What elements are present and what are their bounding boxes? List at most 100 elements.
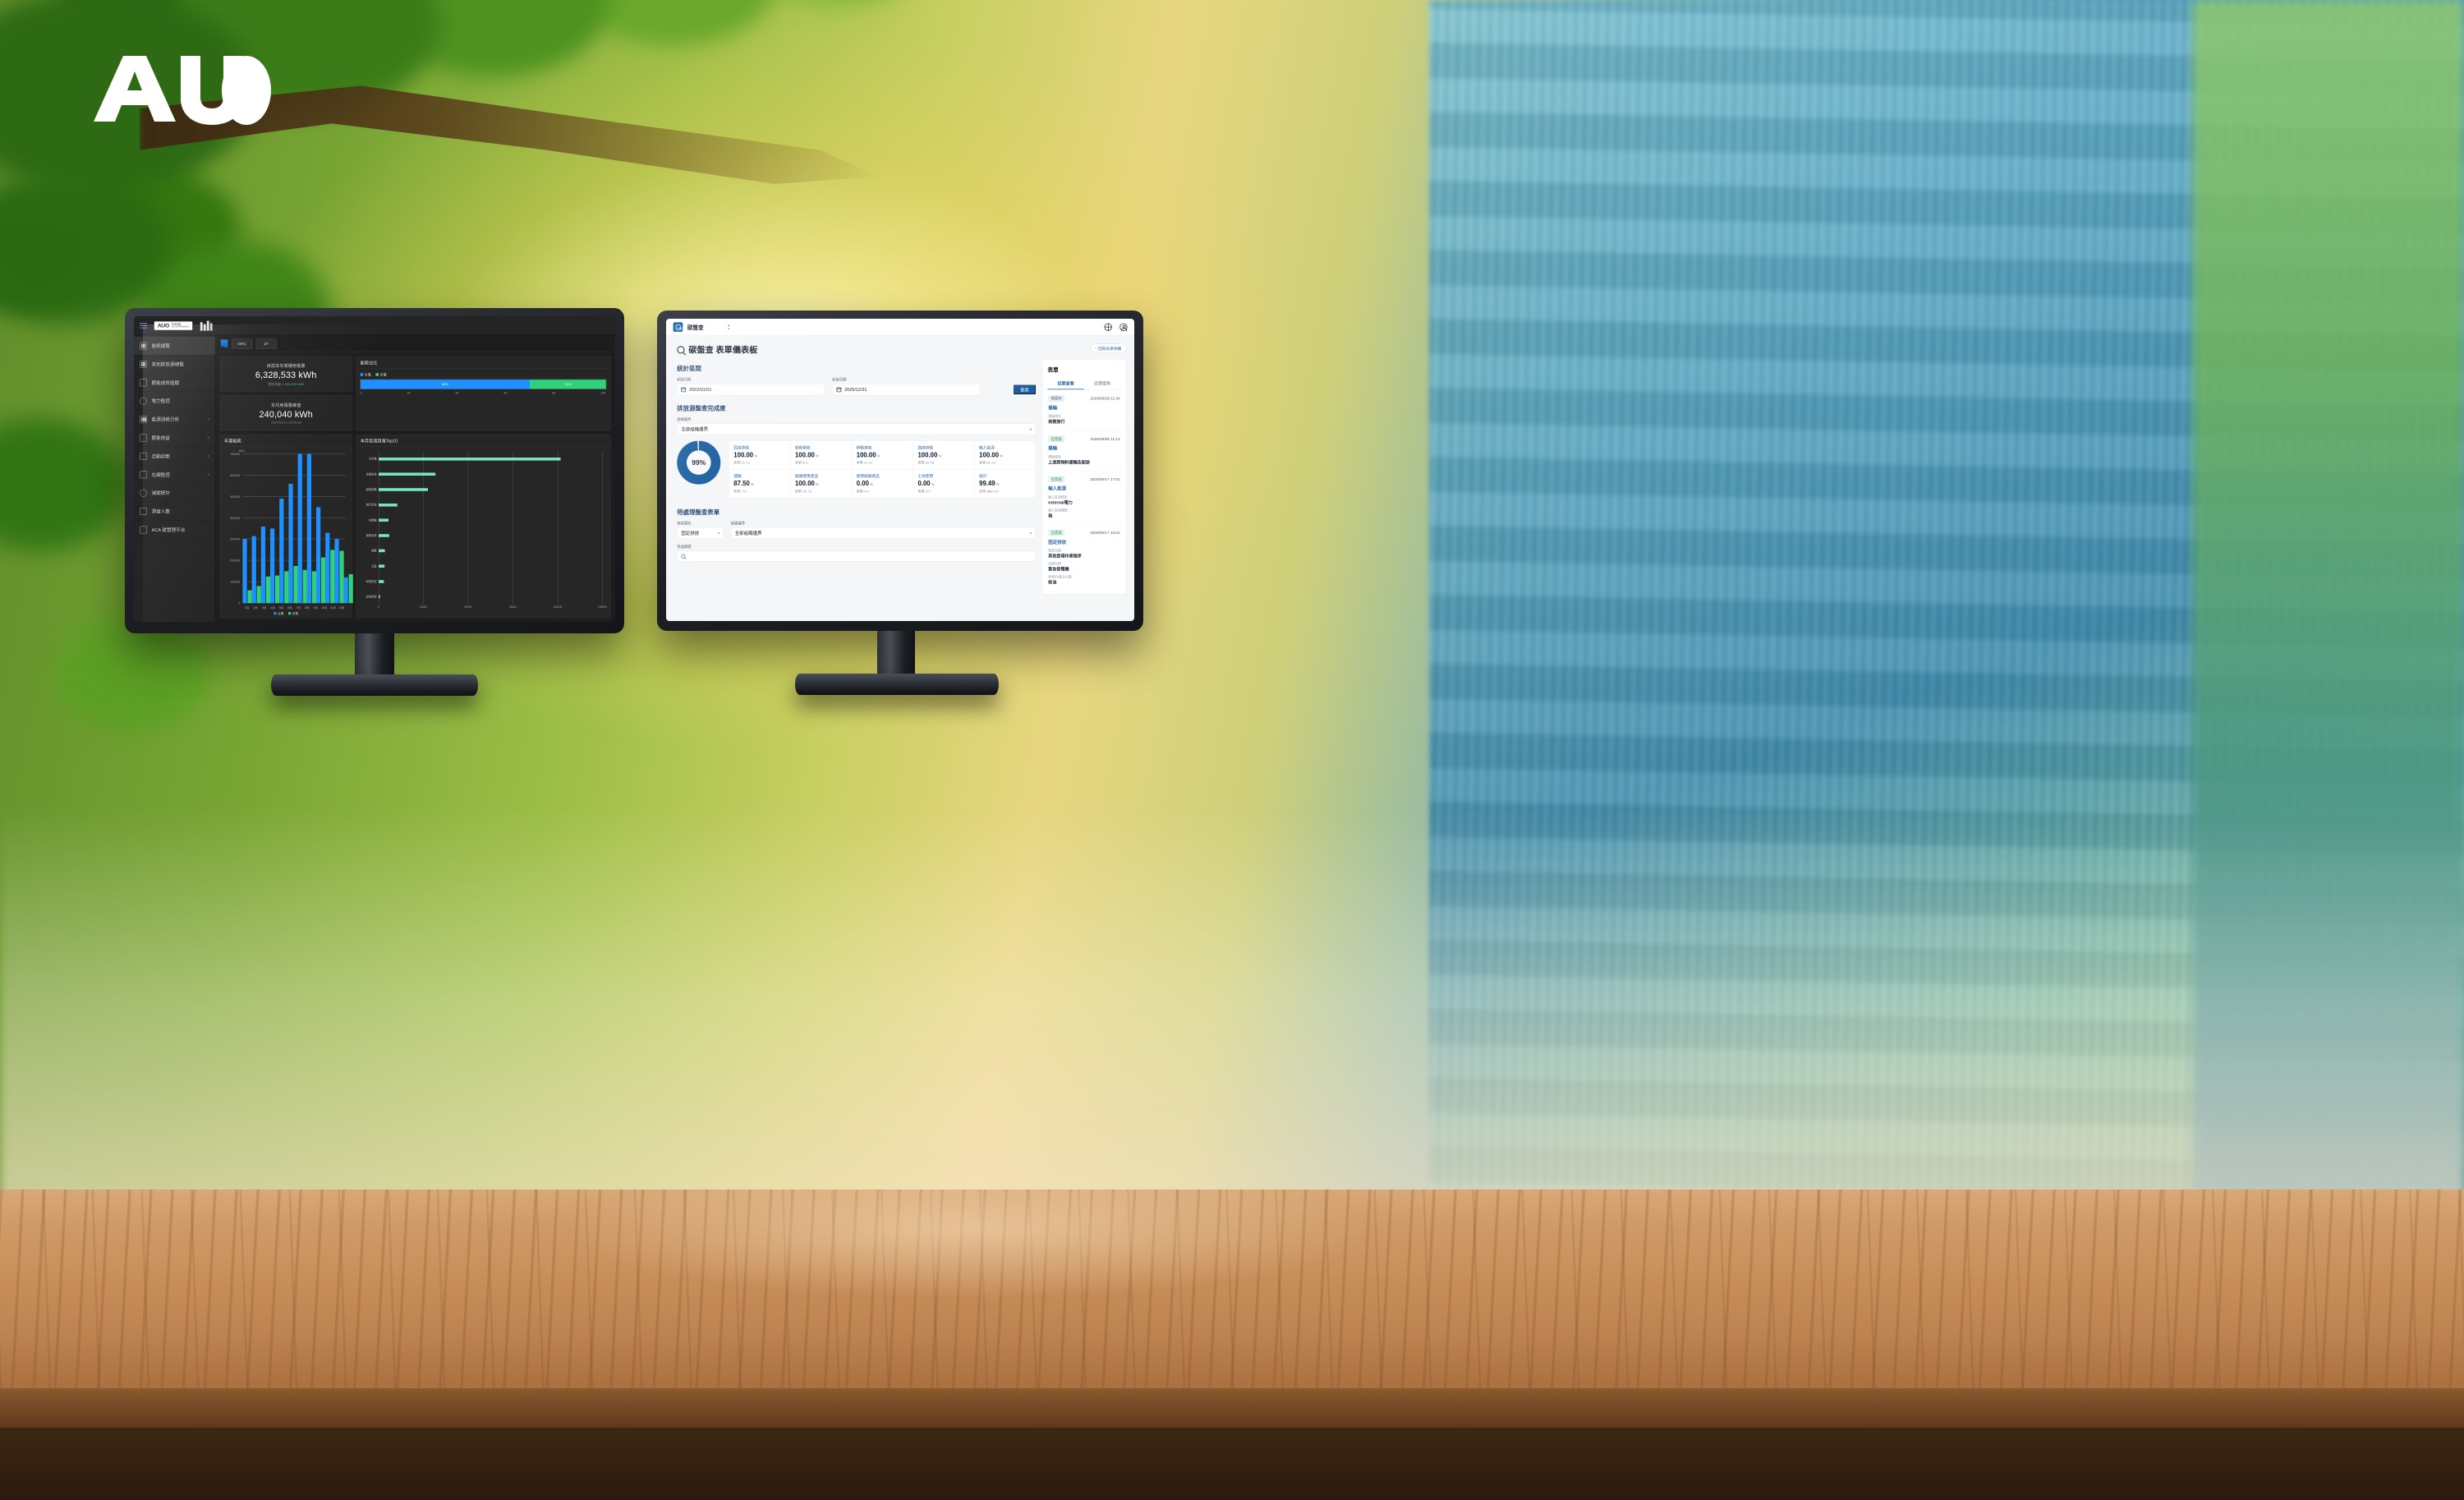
tab-grc[interactable]: GRC xyxy=(232,338,252,349)
bar xyxy=(321,557,326,604)
metric-unit: % xyxy=(816,453,819,458)
forms-side-panel: ‹ 回到表單側欄 表單 近期查看 近期更新 填寫中 2025/06/18 11:3… xyxy=(1041,343,1127,621)
boundary-value: 全部組織邊界 xyxy=(681,426,709,432)
tab-recent-updated[interactable]: 近期更新 xyxy=(1094,380,1111,386)
form-list-item[interactable]: 已完成 2025/06/17 16:02 固定排放 製程名稱 其他登場作業程序 設備名稱緊… xyxy=(1047,526,1121,592)
left-app-header: AUO 友達光電 AU OPTRONICS xyxy=(134,316,615,336)
tab-1f[interactable]: 1F xyxy=(255,338,277,349)
left-screen-content: AUO 友達光電 AU OPTRONICS xyxy=(134,316,615,622)
end-date-input[interactable]: 2025/12/31 xyxy=(832,384,981,396)
legend-item-taipower: 台電 xyxy=(274,611,283,615)
metric-percent: 0.00% xyxy=(917,480,935,488)
sidebar-item-online-monitor[interactable]: 在線監控 › xyxy=(134,466,215,484)
x-tick: 1月 xyxy=(244,605,250,610)
form-field-key: 運輸類型 xyxy=(1048,415,1061,419)
form-field: 運輸類型 上游原物料運輸及配送 xyxy=(1048,454,1119,465)
x-tick: 11月 xyxy=(329,605,336,610)
form-item-header: 填寫中 2025/06/18 11:34 xyxy=(1048,395,1120,403)
bar-group xyxy=(242,454,252,604)
left-sidebar: 能耗總覽 其他排放源總覽 節能成效追蹤 電力監控 xyxy=(134,335,216,622)
sidebar-item-other-emission-overview[interactable]: 其他排放源總覽 xyxy=(134,355,215,374)
sidebar-item-auto-diagnosis[interactable]: 自動診斷 › xyxy=(134,447,215,466)
checklist-icon xyxy=(140,379,147,386)
bar xyxy=(302,569,307,604)
x-tick: 6月 xyxy=(287,605,292,610)
sidebar-item-aca-platform[interactable]: ACA 碳管理平台 xyxy=(134,521,215,540)
form-field-key: 運輸類型 xyxy=(1048,455,1061,459)
form-list-item[interactable]: 已完成 2025/06/17 17:01 輸入能源 輸入能源類型 external電力輸… xyxy=(1047,472,1121,526)
form-field: 輸入能源類型 external電力 xyxy=(1048,495,1119,505)
chart-legend: 台電 自電 xyxy=(360,372,607,377)
y-tick: 100000 xyxy=(230,580,241,584)
gauge-icon xyxy=(140,397,147,405)
boundary-select[interactable]: 全部組織邊界 ▾ xyxy=(677,423,1037,435)
tab-recent-viewed[interactable]: 近期查看 xyxy=(1047,377,1084,390)
sidebar-item-power-monitor[interactable]: 電力監控 xyxy=(134,392,215,411)
kpi-card-monthly-peak: 本月用電量峰值 240,040 kWh 2024/12/12 15:05:18 xyxy=(219,395,352,431)
grid-icon xyxy=(140,342,147,350)
sidebar-item-energy-analysis[interactable]: 能源消耗分析 › xyxy=(134,410,215,429)
y-tick: 0 xyxy=(238,601,241,605)
sidebar-item-saving-tracking[interactable]: 節能成效追蹤 xyxy=(134,374,215,392)
sidebar-item-carbon-reduction-stats[interactable]: 減碳統計 xyxy=(134,484,215,503)
bar xyxy=(325,532,330,604)
metric-card: 土地使用 0.00% 表單:0/ 0 xyxy=(913,469,975,499)
back-to-form-sidebar-button[interactable]: ‹ 回到表單側欄 xyxy=(1090,343,1127,353)
diagnose-icon xyxy=(140,452,147,460)
right-monitor-panel: 碳盤查 ▲ ▼ 碳盤查 表單儀表板 統計區間 xyxy=(666,319,1134,621)
pending-boundary-select[interactable]: 全部組織邊界 ▾ xyxy=(730,527,1037,539)
carbon-inventory-app: 碳盤查 ▲ ▼ 碳盤查 表單儀表板 統計區間 xyxy=(666,319,1134,621)
bar xyxy=(284,571,289,604)
legend-item-taipower: 台電 xyxy=(360,372,371,377)
bar xyxy=(379,472,436,476)
start-date-field: 起始日期 2022/01/01 xyxy=(677,377,825,396)
metric-name: 固定排放 xyxy=(733,445,750,450)
bar-group xyxy=(297,453,307,604)
horizontal-bar-chart: 冰水機 空調系統 製程設備 辦公區域 空壓機 照明系統 廠務 公設 研發區域 其他用電 0 30000… xyxy=(359,449,607,615)
metric-name: 土地使用 xyxy=(917,473,934,479)
sort-updown-icon[interactable]: ▲ ▼ xyxy=(727,323,730,330)
kpi-subtext: 契約用量 1,150,000 kWh xyxy=(268,382,305,386)
sidebar-item-occupancy[interactable]: 滯留人數 xyxy=(134,502,215,521)
header-icon-group xyxy=(1104,323,1128,332)
right-main-column: 碳盤查 表單儀表板 統計區間 起始日期 2022/01/01 xyxy=(677,343,1037,621)
emission-category-select[interactable]: 固定排放 ▾ xyxy=(677,527,724,539)
sidebar-item-saving-benefit[interactable]: 節能效益 › xyxy=(134,429,215,448)
y-tick: 400000 xyxy=(230,516,241,520)
y-tick: 300000 xyxy=(230,537,241,541)
user-avatar-icon[interactable] xyxy=(1119,323,1128,332)
form-list-item[interactable]: 已完成 2025/06/05 11:12 運輸 運輸類型 上游原物料運輸及配送 xyxy=(1047,431,1121,472)
form-field: 製程名稱 其他登場作業程序 xyxy=(1048,548,1119,559)
hamburger-icon[interactable] xyxy=(140,323,147,329)
sidebar-item-label: 在線監控 xyxy=(151,472,170,477)
form-field: 原物料/產品名稱 柴油 xyxy=(1048,574,1119,585)
sidebar-item-energy-overview[interactable]: 能耗總覽 xyxy=(134,336,215,356)
magnifier-icon xyxy=(677,345,685,354)
search-text-input[interactable] xyxy=(687,554,1032,559)
metric-percent: 100.00% xyxy=(733,451,758,459)
apply-button[interactable]: 套用 xyxy=(1013,384,1037,395)
globe-icon[interactable] xyxy=(1104,323,1112,331)
metric-unit: % xyxy=(876,453,880,458)
x-tick: 120000 xyxy=(553,605,563,609)
bar-group xyxy=(334,454,344,604)
emission-category-label: 排放類別 xyxy=(677,521,692,526)
bar-row xyxy=(379,518,602,522)
search-input[interactable] xyxy=(677,550,1037,562)
chevron-down-icon: ▾ xyxy=(1029,531,1032,536)
metric-name: 移動排放 xyxy=(856,445,872,450)
plot-area xyxy=(379,451,603,605)
emission-category-value: 固定排放 xyxy=(681,530,700,536)
metric-count: 表單:6/ 6 xyxy=(795,461,808,465)
top10-chart: 冰水機 空調系統 製程設備 辦公區域 空壓機 照明系統 廠務 公設 研發區域 其他用電 0 30000… xyxy=(356,447,610,618)
metric-count: 表單:0/ 0 xyxy=(856,490,870,494)
bar-group xyxy=(288,454,298,604)
metric-card: 使用組織產品 0.00% 表單:0/ 0 xyxy=(851,469,913,499)
form-list-item[interactable]: 填寫中 2025/06/18 11:34 運輸 運輸類型 商務旅行 xyxy=(1047,391,1121,432)
right-app-header: 碳盤查 ▲ ▼ xyxy=(666,319,1134,336)
metric-count: 表單:7/ 8 xyxy=(733,490,747,494)
form-timestamp: 2025/06/17 17:01 xyxy=(1090,476,1120,482)
start-date-input[interactable]: 2022/01/01 xyxy=(677,384,825,396)
form-item-header: 已完成 2025/06/17 17:01 xyxy=(1048,476,1120,483)
